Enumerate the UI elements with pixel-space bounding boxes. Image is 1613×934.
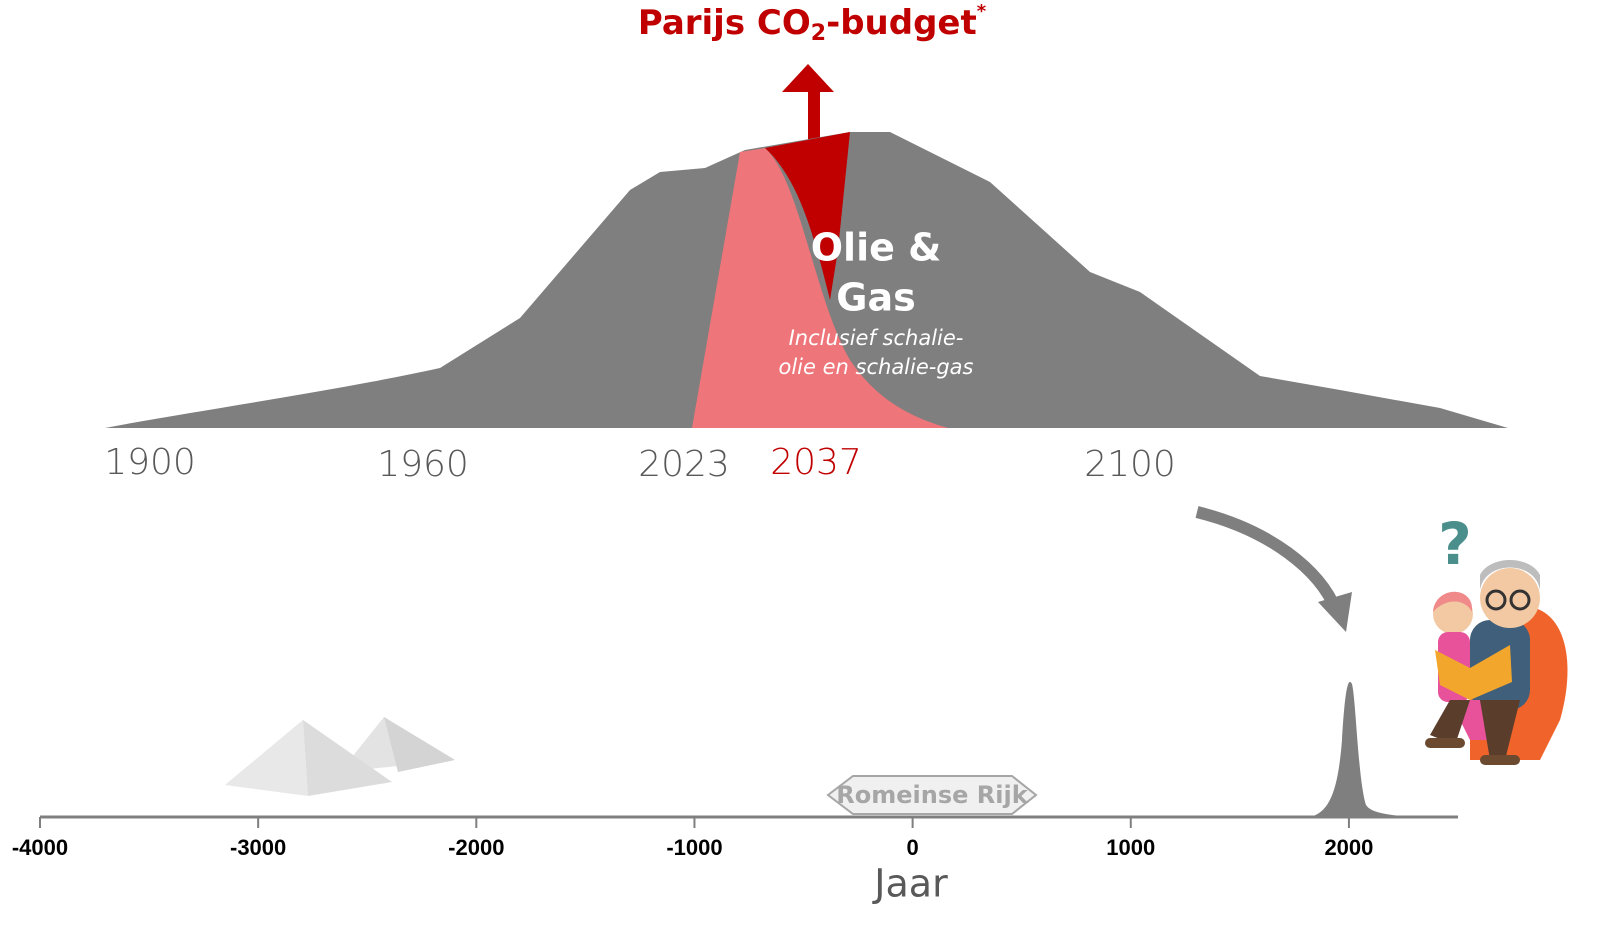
axis-label: Jaar (872, 862, 948, 906)
grandparent-illustration: ? (1425, 510, 1568, 765)
budget-area (692, 148, 948, 428)
title-rest: -budget (826, 3, 977, 43)
curved-arrow (1195, 506, 1342, 613)
era-box (826, 775, 1038, 815)
tick-label: -1000 (666, 835, 722, 860)
tick-label: -2000 (448, 835, 504, 860)
era-label: Romeinse Rijk (836, 781, 1028, 809)
hump-note: olie en schalie-gas (779, 355, 974, 379)
year-label: 1960 (377, 444, 469, 485)
year-label: 1900 (104, 442, 196, 483)
year-label: 2100 (1084, 444, 1176, 485)
tick-label: -4000 (12, 835, 68, 860)
hump-note: Inclusief schalie- (789, 326, 964, 350)
arrow-head (1318, 592, 1352, 632)
year-label: 2023 (638, 444, 730, 485)
budget-overshoot (765, 132, 850, 300)
tick-label: -3000 (230, 835, 286, 860)
year-label: 2037 (770, 442, 862, 483)
title-main: Parijs CO (638, 3, 811, 43)
title: Parijs CO2-budget* (638, 1, 987, 46)
up-arrow (782, 64, 834, 142)
title-sub: 2 (811, 21, 826, 46)
hump-label: Gas (836, 276, 915, 320)
tick-label: 2000 (1324, 835, 1373, 860)
tick-label: 1000 (1106, 835, 1155, 860)
hump-label: Olie & (811, 226, 942, 270)
modern-peak (1310, 681, 1405, 817)
title-mark: * (977, 1, 987, 22)
pyramids (225, 717, 455, 796)
tick-label: 0 (906, 835, 918, 860)
axis-ticks: -4000 -3000 -2000 -1000 0 1000 2000 (12, 817, 1373, 860)
question-mark: ? (1438, 510, 1472, 578)
